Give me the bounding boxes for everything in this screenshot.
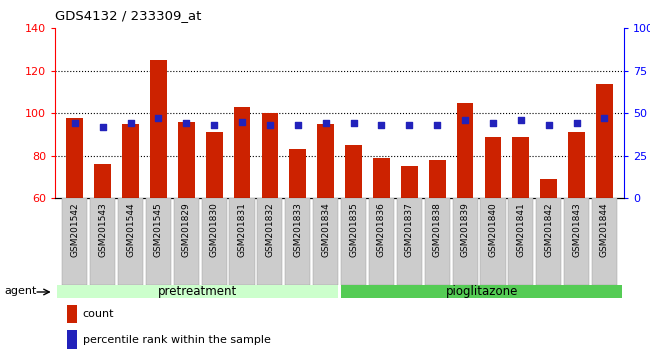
Point (348, 121, 359, 126)
Text: GSM201833: GSM201833 (293, 202, 302, 257)
Point (181, 121, 192, 126)
FancyBboxPatch shape (369, 198, 394, 285)
Bar (122, 124, 139, 198)
Bar (345, 145, 362, 198)
Bar (457, 103, 473, 198)
Point (460, 117, 471, 123)
Text: GSM201544: GSM201544 (126, 202, 135, 257)
Bar (66, 330, 77, 349)
Text: GSM201842: GSM201842 (544, 202, 553, 257)
FancyBboxPatch shape (202, 198, 227, 285)
FancyBboxPatch shape (480, 198, 506, 285)
Bar (150, 60, 167, 198)
Bar (401, 166, 418, 198)
Point (237, 119, 247, 125)
Point (376, 122, 387, 128)
FancyBboxPatch shape (564, 198, 589, 285)
Bar (66, 118, 83, 198)
Bar (568, 132, 585, 198)
Bar (596, 84, 613, 198)
FancyBboxPatch shape (452, 198, 478, 285)
Text: GSM201829: GSM201829 (182, 202, 191, 257)
Point (292, 122, 303, 128)
Bar (429, 160, 445, 198)
Bar (341, 285, 622, 298)
Bar (289, 149, 306, 198)
Text: GSM201838: GSM201838 (433, 202, 442, 257)
Text: pioglitazone: pioglitazone (446, 285, 518, 298)
FancyBboxPatch shape (592, 198, 617, 285)
Text: GSM201832: GSM201832 (265, 202, 274, 257)
Bar (485, 137, 501, 198)
Text: GSM201844: GSM201844 (600, 202, 609, 257)
Point (404, 122, 415, 128)
Bar (178, 122, 194, 198)
Point (488, 121, 498, 126)
Bar (512, 137, 529, 198)
FancyBboxPatch shape (285, 198, 310, 285)
Point (70, 121, 80, 126)
Point (571, 121, 582, 126)
Point (209, 122, 219, 128)
Bar (261, 113, 278, 198)
Bar (234, 107, 250, 198)
Bar (66, 304, 77, 323)
Bar (57, 285, 338, 298)
FancyBboxPatch shape (146, 198, 171, 285)
FancyBboxPatch shape (536, 198, 561, 285)
FancyBboxPatch shape (396, 198, 422, 285)
Text: GSM201841: GSM201841 (516, 202, 525, 257)
FancyBboxPatch shape (229, 198, 255, 285)
Text: GSM201830: GSM201830 (210, 202, 218, 257)
Text: GSM201835: GSM201835 (349, 202, 358, 257)
Text: GSM201831: GSM201831 (237, 202, 246, 257)
Point (599, 115, 610, 121)
FancyBboxPatch shape (341, 198, 366, 285)
Text: GSM201843: GSM201843 (572, 202, 581, 257)
Point (125, 121, 136, 126)
Point (515, 117, 526, 123)
Text: GSM201542: GSM201542 (70, 202, 79, 257)
Bar (373, 158, 390, 198)
Bar (317, 124, 334, 198)
Text: GSM201834: GSM201834 (321, 202, 330, 257)
Point (98, 124, 108, 130)
FancyBboxPatch shape (90, 198, 115, 285)
Text: count: count (83, 309, 114, 319)
Point (432, 122, 443, 128)
FancyBboxPatch shape (424, 198, 450, 285)
Text: agent: agent (5, 286, 37, 296)
Text: GSM201837: GSM201837 (405, 202, 414, 257)
FancyBboxPatch shape (62, 198, 87, 285)
Bar (94, 164, 111, 198)
Text: GSM201545: GSM201545 (154, 202, 163, 257)
Bar (206, 132, 222, 198)
FancyBboxPatch shape (174, 198, 199, 285)
FancyBboxPatch shape (313, 198, 338, 285)
Point (265, 122, 275, 128)
FancyBboxPatch shape (257, 198, 283, 285)
Bar (540, 179, 557, 198)
FancyBboxPatch shape (508, 198, 534, 285)
Text: GSM201836: GSM201836 (377, 202, 386, 257)
Point (543, 122, 554, 128)
Text: percentile rank within the sample: percentile rank within the sample (83, 335, 270, 345)
Text: GDS4132 / 233309_at: GDS4132 / 233309_at (55, 9, 201, 22)
Text: GSM201839: GSM201839 (461, 202, 469, 257)
Text: pretreatment: pretreatment (158, 285, 237, 298)
Point (320, 121, 331, 126)
Text: GSM201543: GSM201543 (98, 202, 107, 257)
Point (153, 115, 164, 121)
FancyBboxPatch shape (118, 198, 143, 285)
Text: GSM201840: GSM201840 (488, 202, 497, 257)
